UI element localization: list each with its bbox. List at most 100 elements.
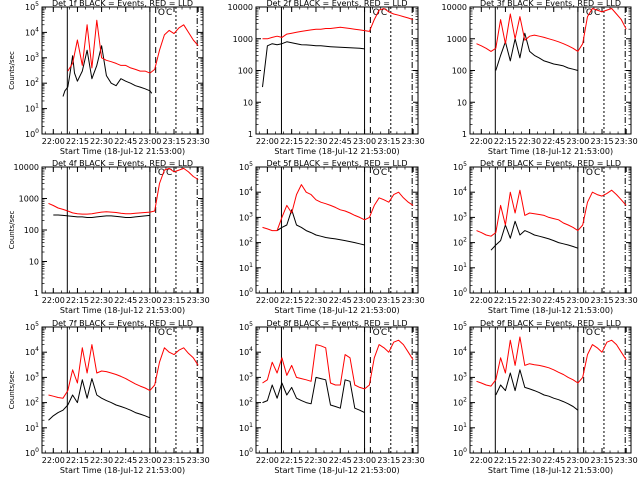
panel-2-x-tick-label: 23:15 — [377, 137, 400, 146]
panel-8-x-tick-label: 23:30 — [402, 456, 425, 465]
panel-9-x-axis-label: Start Time (18-Jul-12 21:53:00) — [488, 466, 613, 475]
panel-6-x-tick-label: 22:30 — [518, 296, 541, 305]
panel-2-x-tick-label: 22:45 — [329, 137, 352, 146]
panel-8-series-lld-line — [262, 339, 414, 390]
panel-9-marker-label-c: C — [594, 328, 600, 338]
panel-3-y-tick-label: 1000 — [447, 35, 467, 44]
panel-1-plot-frame — [41, 6, 204, 135]
panel-8-y-tick-label: 100 — [239, 447, 253, 458]
panel-8-chart-title: Det 8f BLACK = Events, RED = LLD — [266, 319, 407, 328]
panel-7-x-axis-label: Start Time (18-Jul-12 21:53:00) — [60, 466, 185, 475]
panel-5-plot-frame — [255, 166, 419, 294]
panel-3-x-tick-label: 22:00 — [470, 137, 493, 146]
panel-2-x-tick-label: 22:15 — [280, 137, 303, 146]
panel-3-y-tick-label: 1 — [462, 130, 467, 139]
panel-1-y-tick-label: 101 — [25, 103, 39, 114]
panel-3-x-tick-label: 23:00 — [566, 137, 589, 146]
panel-3-series-events-line — [495, 32, 579, 71]
panel-4-chart-title: Det 4f BLACK = Events, RED = LLD — [52, 159, 193, 168]
panel-3-y-tick-label: 10 — [457, 98, 467, 107]
panel-1-y-tick-label: 105 — [25, 1, 39, 12]
panel-5-y-tick-label: 101 — [239, 262, 253, 273]
panel-6-y-tick-label: 103 — [453, 211, 467, 222]
panel-7-plot-frame — [41, 326, 204, 454]
panel-8-x-tick-label: 22:00 — [256, 456, 279, 465]
panel-3-x-tick-label: 22:15 — [494, 137, 517, 146]
panel-3-plot-frame — [469, 6, 632, 135]
panel-6-x-tick-label: 22:45 — [542, 296, 565, 305]
panel-6-series-events-line — [490, 220, 579, 251]
panel-2-plot-frame — [255, 6, 419, 135]
panel-4-x-axis-label: Start Time (18-Jul-12 21:53:00) — [60, 306, 185, 315]
panel-1-x-tick-label: 23:00 — [138, 137, 161, 146]
panel-9-chart-title: Det 9f BLACK = Events, RED = LLD — [480, 319, 621, 328]
panel-4-marker-label-o: O — [158, 168, 165, 178]
panel-8-series-events-line — [262, 376, 365, 414]
panel-9-y-tick-label: 105 — [453, 321, 467, 332]
panel-3-x-tick-label: 22:45 — [542, 137, 565, 146]
panel-2-x-tick-label: 22:00 — [256, 137, 279, 146]
panel-4-x-tick-label: 22:00 — [42, 296, 65, 305]
panel-7-x-tick-label: 22:45 — [114, 456, 137, 465]
panel-5-x-axis-label: Start Time (18-Jul-12 21:53:00) — [274, 306, 399, 315]
panel-5-y-tick-label: 105 — [239, 161, 253, 172]
panel-1-chart-title: Det 1f BLACK = Events, RED = LLD — [52, 0, 193, 8]
panel-8-x-tick-label: 23:00 — [353, 456, 376, 465]
panel-6-x-tick-label: 23:00 — [566, 296, 589, 305]
panel-4-x-tick-label: 23:00 — [138, 296, 161, 305]
panel-6-y-tick-label: 101 — [453, 262, 467, 273]
panel-6-chart-title: Det 6f BLACK = Events, RED = LLD — [480, 159, 621, 168]
panel-2-x-tick-label: 23:30 — [402, 137, 425, 146]
panel-6-x-axis-label: Start Time (18-Jul-12 21:53:00) — [488, 306, 613, 315]
panel-4-y-tick-label: 1000 — [19, 195, 39, 204]
panel-5-marker-label-o: O — [373, 168, 380, 178]
panel-5-chart-title: Det 5f BLACK = Events, RED = LLD — [266, 159, 407, 168]
panel-3-series-lld-line — [476, 8, 627, 52]
panel-6-x-tick-label: 23:30 — [615, 296, 638, 305]
panel-7-y-tick-label: 100 — [25, 447, 39, 458]
panel-3-x-tick-label: 22:30 — [518, 137, 541, 146]
panel-9-x-tick-label: 23:15 — [590, 456, 613, 465]
panel-4-x-tick-label: 23:30 — [187, 296, 210, 305]
panel-1-y-axis-label: Counts/sec — [8, 51, 16, 90]
panel-8-x-tick-label: 22:15 — [280, 456, 303, 465]
panel-9-x-tick-label: 23:30 — [615, 456, 638, 465]
panel-8-marker-label-c: C — [381, 328, 387, 338]
panel-9-y-tick-label: 102 — [453, 397, 467, 408]
panel-2-x-tick-label: 23:00 — [353, 137, 376, 146]
panel-4-y-tick-label: 1 — [34, 289, 39, 298]
panel-9-series-events-line — [495, 369, 579, 411]
panel-4-marker-label-c: C — [166, 168, 172, 178]
panel-1-y-tick-label: 103 — [25, 52, 39, 63]
panel-5-x-tick-label: 22:00 — [256, 296, 279, 305]
panel-9-x-tick-label: 23:00 — [566, 456, 589, 465]
panel-6-x-tick-label: 23:15 — [590, 296, 613, 305]
panel-6-y-tick-label: 104 — [453, 186, 467, 197]
panel-2-marker-label-c: C — [381, 8, 387, 18]
panel-5-y-tick-label: 102 — [239, 237, 253, 248]
panel-8-y-tick-label: 101 — [239, 422, 253, 433]
panel-9-plot-frame — [469, 326, 632, 454]
panel-5-y-tick-label: 104 — [239, 186, 253, 197]
panel-7-marker-label-o: O — [158, 328, 165, 338]
panel-7-y-tick-label: 104 — [25, 346, 39, 357]
panel-5-x-tick-label: 22:30 — [304, 296, 327, 305]
panel-8-x-tick-label: 22:30 — [304, 456, 327, 465]
panel-4-x-tick-label: 23:15 — [162, 296, 185, 305]
panel-2-y-tick-label: 100 — [238, 67, 253, 76]
panel-2-series-events-line — [262, 41, 365, 88]
panel-4-plot-frame — [41, 166, 204, 294]
panel-5-y-tick-label: 100 — [239, 287, 253, 298]
panel-7-x-tick-label: 23:00 — [138, 456, 161, 465]
panel-7-chart-title: Det 7f BLACK = Events, RED = LLD — [52, 319, 193, 328]
panel-8-plot-frame — [255, 326, 419, 454]
panel-6-y-tick-label: 100 — [453, 287, 467, 298]
panel-7-y-tick-label: 101 — [25, 422, 39, 433]
panel-8-y-tick-label: 102 — [239, 397, 253, 408]
panel-8-y-tick-label: 105 — [239, 321, 253, 332]
panel-5-x-tick-label: 23:30 — [402, 296, 425, 305]
panel-1-x-tick-label: 22:00 — [42, 137, 65, 146]
panel-5-x-tick-label: 22:15 — [280, 296, 303, 305]
panel-9-x-tick-label: 22:45 — [542, 456, 565, 465]
